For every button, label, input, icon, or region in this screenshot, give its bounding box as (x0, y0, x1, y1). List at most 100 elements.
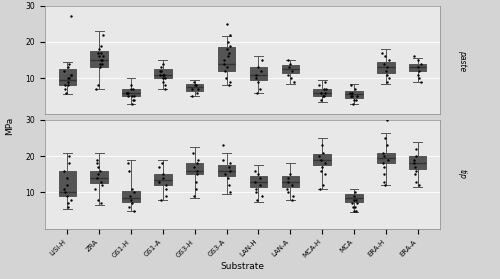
Point (193, 161, 201, 166)
Point (124, 161, 132, 166)
Point (412, 169, 420, 173)
Point (352, 201, 360, 206)
Point (352, 98, 360, 102)
Point (284, 58, 292, 62)
Point (350, 98, 358, 102)
Point (65, 154, 73, 158)
Point (226, 169, 234, 173)
Point (156, 179, 164, 184)
Point (97, 50, 105, 55)
Point (156, 198, 164, 202)
Point (315, 83, 323, 88)
Point (383, 143, 391, 148)
Point (351, 87, 359, 91)
Point (162, 187, 170, 191)
Point (226, 165, 234, 169)
PathPatch shape (345, 194, 363, 201)
Point (290, 80, 298, 84)
Point (126, 205, 134, 209)
Point (225, 50, 233, 55)
Point (128, 201, 136, 206)
Point (161, 76, 169, 80)
Point (92, 187, 100, 191)
PathPatch shape (186, 84, 204, 91)
Point (158, 61, 166, 66)
Point (383, 72, 391, 77)
PathPatch shape (377, 62, 394, 73)
PathPatch shape (218, 165, 236, 176)
Point (67, 72, 75, 77)
PathPatch shape (122, 191, 140, 201)
Point (378, 50, 386, 55)
Point (96, 169, 104, 173)
Point (99, 32, 107, 37)
Point (222, 21, 230, 26)
Point (225, 83, 233, 88)
Point (97, 43, 105, 48)
PathPatch shape (218, 47, 236, 71)
Point (352, 208, 360, 213)
Point (190, 83, 198, 88)
Point (194, 172, 202, 177)
Point (379, 150, 387, 155)
Point (92, 161, 100, 166)
Point (380, 172, 388, 177)
Point (380, 179, 388, 184)
Point (222, 76, 230, 80)
Point (414, 65, 422, 69)
Point (286, 76, 294, 80)
Point (66, 198, 74, 202)
Point (94, 83, 102, 88)
Point (317, 98, 325, 102)
Point (353, 94, 361, 98)
PathPatch shape (58, 69, 76, 85)
Point (258, 194, 266, 198)
Point (318, 165, 326, 169)
Point (384, 76, 392, 80)
Point (193, 169, 201, 173)
Point (380, 165, 388, 169)
PathPatch shape (122, 89, 140, 96)
Point (126, 198, 134, 202)
PathPatch shape (90, 171, 108, 183)
Point (250, 169, 258, 173)
Point (96, 61, 104, 66)
Point (382, 69, 390, 73)
Point (351, 190, 359, 195)
Point (320, 161, 328, 166)
Point (410, 161, 418, 166)
Point (348, 94, 356, 98)
Point (282, 187, 290, 191)
Point (92, 176, 100, 180)
Point (411, 165, 419, 169)
Point (224, 54, 232, 59)
Point (64, 205, 72, 209)
Point (252, 190, 260, 195)
Point (155, 165, 163, 169)
Point (254, 172, 262, 177)
Point (385, 58, 393, 62)
Point (256, 183, 264, 187)
Point (379, 161, 387, 166)
Point (320, 94, 328, 98)
Point (192, 179, 200, 184)
Point (130, 87, 138, 91)
Point (92, 158, 100, 162)
Point (128, 101, 136, 106)
Point (97, 201, 105, 206)
Point (349, 205, 357, 209)
Point (226, 190, 234, 195)
Point (95, 54, 103, 59)
Point (60, 169, 68, 173)
Point (316, 187, 324, 191)
Point (60, 69, 68, 73)
Point (348, 90, 356, 95)
PathPatch shape (250, 67, 267, 80)
Point (220, 58, 228, 62)
Point (61, 87, 69, 91)
Point (258, 58, 266, 62)
Point (414, 72, 422, 77)
Point (221, 69, 229, 73)
Point (124, 90, 132, 95)
Point (62, 194, 70, 198)
